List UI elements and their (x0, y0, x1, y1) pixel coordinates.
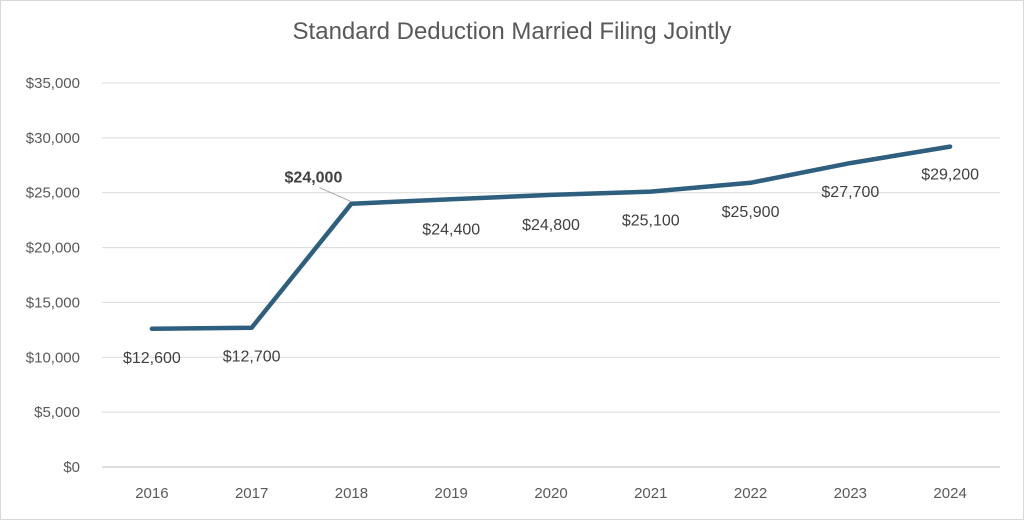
y-tick-label: $0 (63, 459, 80, 476)
chart-title: Standard Deduction Married Filing Jointl… (292, 18, 732, 45)
data-label: $24,000 (285, 170, 343, 187)
y-tick-label: $15,000 (26, 294, 80, 311)
x-tick-label: 2024 (933, 485, 966, 502)
y-tick-label: $25,000 (26, 185, 80, 202)
x-tick-label: 2018 (335, 485, 368, 502)
x-axis-tick-labels: 2016 2017 2018 2019 2020 2021 2022 2023 2024 (135, 485, 967, 502)
x-tick-label: 2020 (534, 485, 567, 502)
data-label: $12,600 (123, 350, 181, 367)
x-tick-label: 2017 (235, 485, 268, 502)
x-tick-label: 2023 (834, 485, 867, 502)
gridlines (102, 82, 1000, 468)
data-label: $25,100 (622, 213, 680, 230)
series-line (149, 144, 953, 332)
y-axis-tick-labels: $0 $5,000 $10,000 $15,000 $20,000 $25,000 $30,… (26, 75, 80, 476)
data-label: $29,200 (921, 167, 979, 184)
x-tick-label: 2019 (435, 485, 468, 502)
data-labels: $12,600 $12,700 $24,000 $24,400 $24,800 $25,1… (123, 167, 979, 367)
x-tick-label: 2016 (135, 485, 168, 502)
data-label: $24,400 (422, 221, 480, 238)
data-label: $24,800 (522, 217, 580, 234)
data-label: $27,700 (821, 184, 879, 201)
data-label: $12,700 (223, 349, 281, 366)
series-group (149, 144, 953, 332)
data-label-leader (319, 187, 352, 203)
data-label: $25,900 (722, 204, 780, 221)
y-tick-label: $20,000 (26, 240, 80, 257)
x-tick-label: 2021 (634, 485, 667, 502)
y-tick-label: $10,000 (26, 349, 80, 366)
y-tick-label: $30,000 (26, 130, 80, 147)
y-tick-label: $5,000 (34, 404, 80, 421)
x-tick-label: 2022 (734, 485, 767, 502)
y-tick-label: $35,000 (26, 75, 80, 92)
